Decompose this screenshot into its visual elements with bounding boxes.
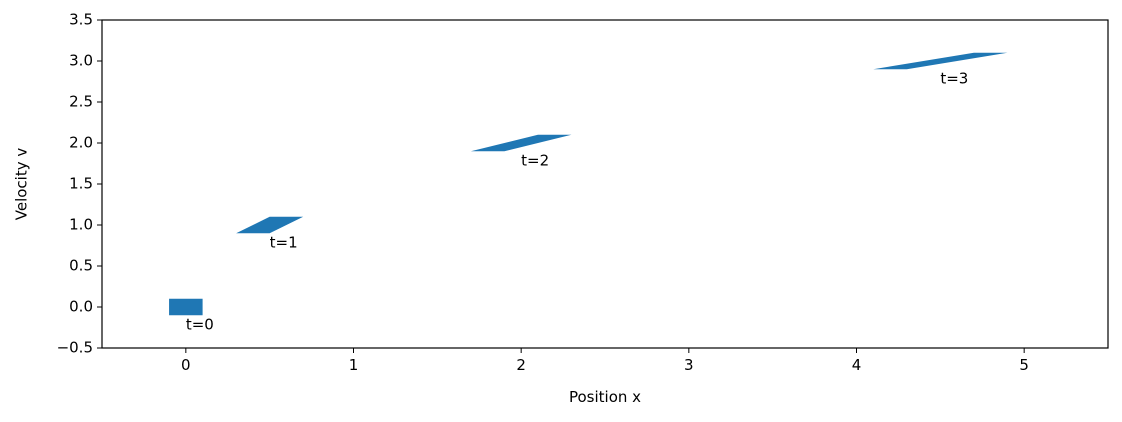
- annotation-t2: t=2: [521, 152, 549, 170]
- y-tick-label: 3.5: [69, 11, 93, 29]
- x-axis-ticks: 0 1 2 3 4 5: [181, 348, 1029, 374]
- y-tick-label: 1.5: [69, 175, 93, 193]
- phase-region-t0: [169, 298, 203, 316]
- x-tick-label: 4: [852, 356, 862, 374]
- annotation-t3: t=3: [940, 70, 968, 88]
- y-tick-label: 1.0: [69, 216, 93, 234]
- x-tick-label: 3: [684, 356, 694, 374]
- x-tick-label: 0: [181, 356, 191, 374]
- y-tick-label: −0.5: [57, 339, 93, 357]
- shapes-layer: [169, 52, 1008, 316]
- x-tick-label: 1: [349, 356, 359, 374]
- phase-region-t2: [470, 134, 572, 152]
- phase-region-t1: [236, 216, 304, 234]
- x-tick-label: 2: [516, 356, 526, 374]
- y-tick-label: 2.5: [69, 93, 93, 111]
- y-tick-label: 3.0: [69, 52, 93, 70]
- x-axis-label: Position x: [569, 388, 641, 406]
- y-tick-label: 0.0: [69, 298, 93, 316]
- phase-region-t3: [873, 52, 1008, 70]
- annotation-t1: t=1: [270, 234, 298, 252]
- y-tick-label: 2.0: [69, 134, 93, 152]
- annotations-layer: t=0 t=1 t=2 t=3: [186, 70, 968, 334]
- annotation-t0: t=0: [186, 316, 214, 334]
- y-tick-label: 0.5: [69, 257, 93, 275]
- y-axis-label: Velocity v: [13, 148, 31, 221]
- x-tick-label: 5: [1019, 356, 1029, 374]
- y-axis-ticks: −0.5 0.0 0.5 1.0 1.5 2.0 2.5 3.0 3.5: [57, 11, 102, 357]
